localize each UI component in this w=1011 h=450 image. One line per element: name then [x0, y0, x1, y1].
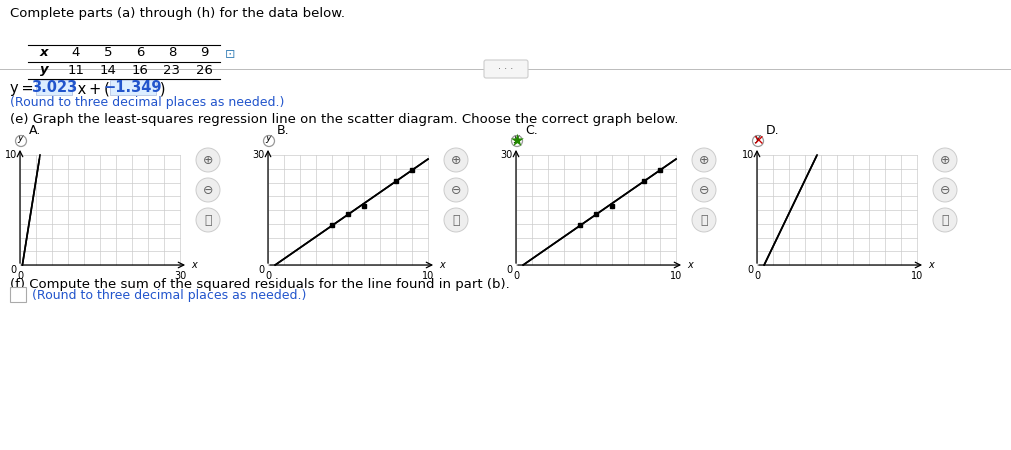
- Circle shape: [932, 148, 956, 172]
- Circle shape: [196, 208, 219, 232]
- Text: 0: 0: [513, 271, 519, 281]
- Text: x: x: [39, 46, 49, 59]
- Bar: [20, 155, 180, 265]
- Text: y: y: [39, 63, 49, 76]
- Circle shape: [692, 208, 716, 232]
- Text: −1.349: −1.349: [104, 80, 162, 94]
- Text: ⊕: ⊕: [939, 153, 949, 166]
- Circle shape: [692, 148, 716, 172]
- Text: 4: 4: [72, 46, 80, 59]
- Text: 10: 10: [422, 271, 434, 281]
- Text: 0: 0: [17, 271, 23, 281]
- Bar: [36, 80, 72, 95]
- Text: 5: 5: [104, 46, 112, 59]
- Circle shape: [932, 178, 956, 202]
- Text: Complete parts (a) through (h) for the data below.: Complete parts (a) through (h) for the d…: [10, 7, 345, 20]
- Text: ★: ★: [510, 132, 524, 150]
- Text: 16: 16: [131, 63, 149, 76]
- Text: A.: A.: [29, 124, 41, 137]
- Text: ⧉: ⧉: [204, 213, 211, 226]
- Text: C.: C.: [525, 124, 537, 137]
- Circle shape: [196, 148, 219, 172]
- Text: 0: 0: [265, 271, 271, 281]
- Text: x + (: x + (: [73, 81, 110, 96]
- Text: 9: 9: [199, 46, 208, 59]
- Text: 10: 10: [741, 150, 753, 160]
- Text: y: y: [753, 133, 759, 143]
- Text: 0: 0: [11, 265, 17, 275]
- Text: ⧉: ⧉: [700, 213, 707, 226]
- Bar: [10, 287, 26, 302]
- Text: ✕: ✕: [751, 134, 763, 148]
- Text: ⊡: ⊡: [224, 49, 236, 62]
- Text: y: y: [513, 133, 519, 143]
- Text: ⊖: ⊖: [698, 184, 709, 197]
- Text: 30: 30: [500, 150, 513, 160]
- Text: 30: 30: [174, 271, 186, 281]
- Text: ⊕: ⊕: [698, 153, 709, 166]
- Text: 6: 6: [135, 46, 144, 59]
- Text: 30: 30: [253, 150, 265, 160]
- Text: 3.023: 3.023: [31, 80, 77, 94]
- Text: y =: y =: [10, 81, 36, 96]
- Text: 10: 10: [5, 150, 17, 160]
- Text: ⊖: ⊖: [450, 184, 461, 197]
- Text: y: y: [265, 133, 271, 143]
- Text: ⊕: ⊕: [450, 153, 461, 166]
- Text: 0: 0: [507, 265, 513, 275]
- Circle shape: [932, 208, 956, 232]
- Circle shape: [692, 178, 716, 202]
- Text: ⊖: ⊖: [939, 184, 949, 197]
- Text: 14: 14: [99, 63, 116, 76]
- Text: ⊕: ⊕: [202, 153, 213, 166]
- Bar: [268, 155, 428, 265]
- Text: x: x: [927, 260, 933, 270]
- Text: x: x: [439, 260, 444, 270]
- Circle shape: [196, 178, 219, 202]
- Text: D.: D.: [765, 124, 778, 137]
- FancyBboxPatch shape: [483, 60, 528, 78]
- Text: 10: 10: [910, 271, 922, 281]
- Bar: [756, 155, 916, 265]
- Bar: [516, 155, 675, 265]
- Text: x: x: [686, 260, 693, 270]
- Text: 0: 0: [747, 265, 753, 275]
- Text: y: y: [17, 133, 23, 143]
- Text: 23: 23: [164, 63, 180, 76]
- Text: ⧉: ⧉: [940, 213, 947, 226]
- Text: 0: 0: [753, 271, 759, 281]
- Circle shape: [444, 208, 467, 232]
- Bar: [110, 80, 156, 95]
- Text: x: x: [191, 260, 196, 270]
- Text: 8: 8: [168, 46, 176, 59]
- Text: · · ·: · · ·: [497, 64, 514, 74]
- Circle shape: [444, 148, 467, 172]
- Text: ⊖: ⊖: [202, 184, 213, 197]
- Text: (Round to three decimal places as needed.): (Round to three decimal places as needed…: [10, 96, 284, 109]
- Text: (f) Compute the sum of the squared residuals for the line found in part (b).: (f) Compute the sum of the squared resid…: [10, 278, 510, 291]
- Circle shape: [444, 178, 467, 202]
- Text: 26: 26: [195, 63, 212, 76]
- Text: ): ): [157, 81, 166, 96]
- Text: 11: 11: [68, 63, 84, 76]
- Text: 10: 10: [669, 271, 681, 281]
- Text: B.: B.: [277, 124, 289, 137]
- Text: 0: 0: [259, 265, 265, 275]
- Text: ⧉: ⧉: [452, 213, 459, 226]
- Text: (e) Graph the least-squares regression line on the scatter diagram. Choose the c: (e) Graph the least-squares regression l…: [10, 113, 677, 126]
- Text: (Round to three decimal places as needed.): (Round to three decimal places as needed…: [32, 288, 306, 302]
